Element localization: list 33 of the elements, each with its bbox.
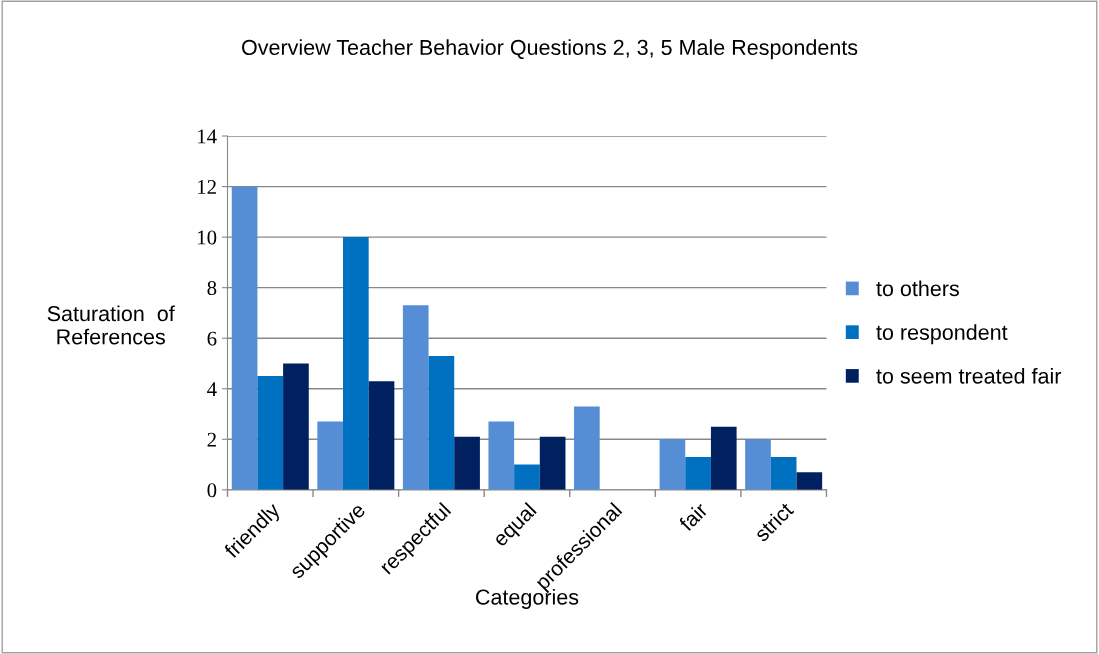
y-axis-title: Saturation of References — [47, 305, 175, 345]
bar — [317, 421, 344, 490]
x-tick-label: fair — [677, 501, 709, 533]
bar — [685, 456, 711, 490]
y-tick-label: 6 — [207, 331, 217, 346]
bar — [257, 376, 284, 490]
bar — [796, 472, 823, 490]
y-tick-label: 10 — [198, 230, 217, 245]
bar — [514, 464, 540, 490]
bar — [368, 381, 395, 490]
bar — [428, 355, 455, 490]
y-tick-label: 12 — [198, 180, 216, 194]
y-tick-label: 0 — [207, 483, 217, 498]
bar — [343, 237, 369, 490]
bar — [539, 436, 566, 490]
bar — [488, 421, 515, 490]
chart-title: Overview Teacher Behavior Questions 2, 3, 5 Male Respondents — [242, 39, 858, 60]
bar — [745, 439, 771, 490]
y-tick-label: 14 — [198, 129, 217, 144]
bar — [659, 439, 686, 490]
y-tick-label: 4 — [207, 382, 217, 396]
legend-label: to others — [876, 280, 959, 297]
bar — [454, 436, 480, 490]
bar — [231, 186, 258, 490]
bar — [402, 305, 429, 490]
y-tick-label: 8 — [207, 281, 217, 296]
bar — [283, 363, 309, 490]
bar — [770, 456, 797, 490]
legend-label: to seem treated fair — [876, 367, 1062, 384]
legend-label: to respondent — [876, 324, 1008, 345]
bar — [710, 426, 737, 490]
bar — [574, 406, 600, 490]
y-tick-label: 2 — [207, 432, 216, 447]
